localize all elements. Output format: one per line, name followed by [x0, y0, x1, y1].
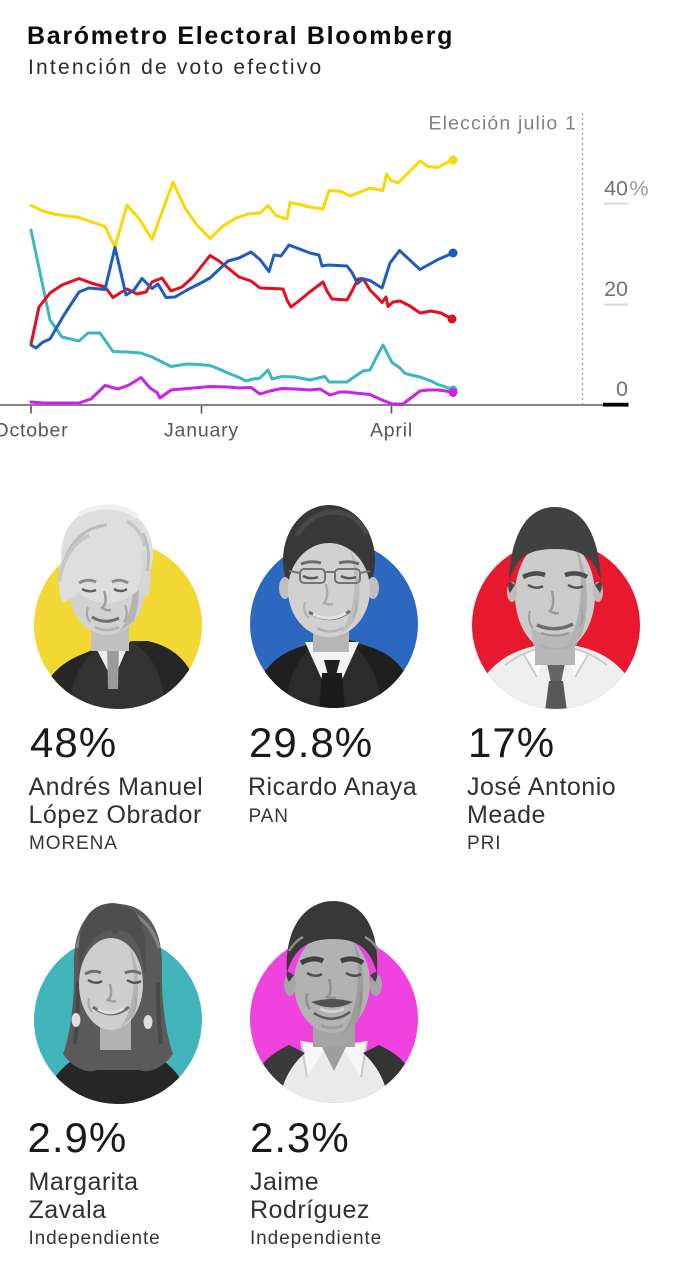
svg-text:40: 40: [604, 177, 628, 201]
svg-text:October: October: [0, 420, 68, 442]
svg-text:20: 20: [604, 277, 628, 301]
svg-text:January: January: [164, 420, 239, 442]
svg-text:0: 0: [616, 377, 628, 401]
svg-text:%: %: [630, 177, 649, 201]
svg-text:April: April: [370, 420, 413, 442]
svg-text:Elección julio 1: Elección julio 1: [429, 113, 577, 135]
